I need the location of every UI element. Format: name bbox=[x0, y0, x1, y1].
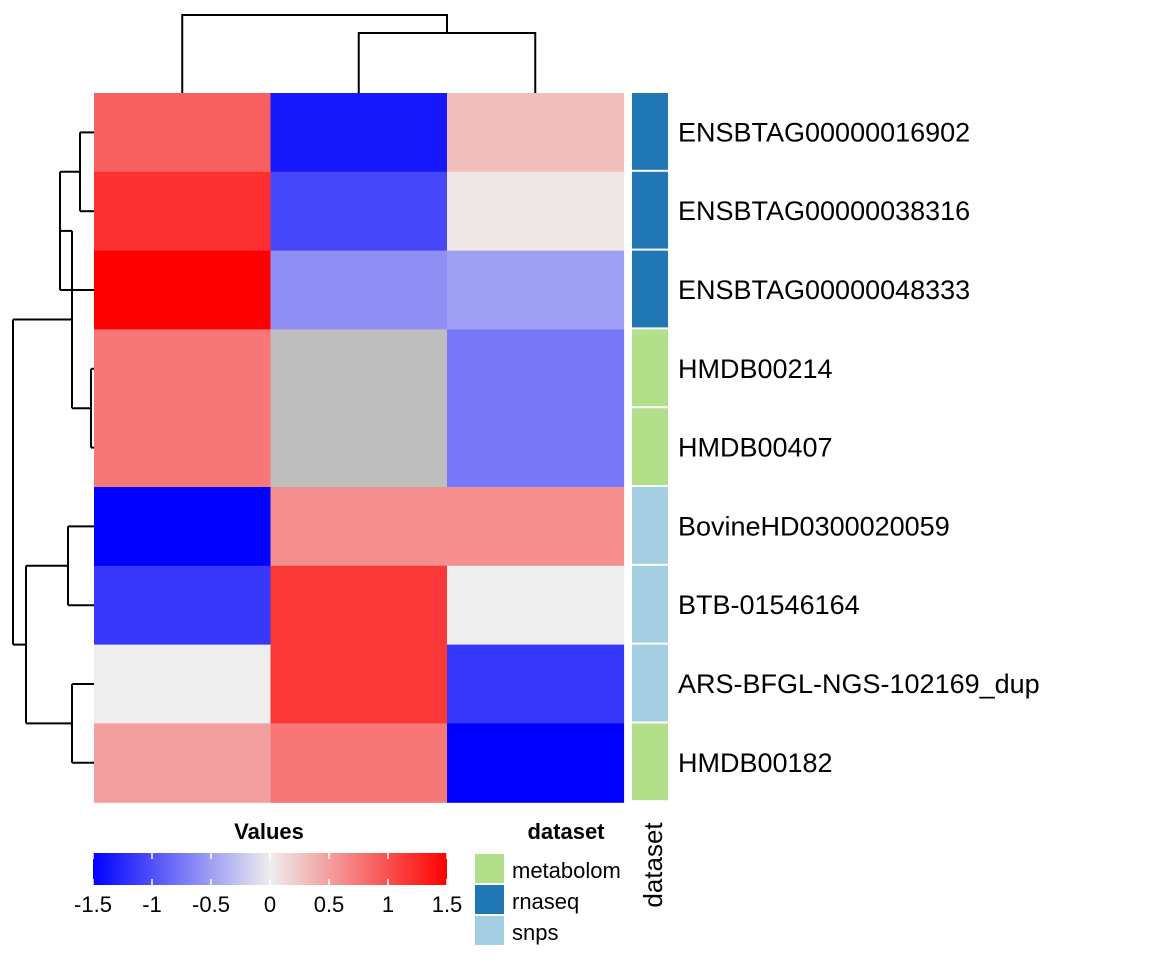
heatmap-cell bbox=[447, 487, 625, 567]
annotation-axis-label: dataset bbox=[638, 822, 668, 908]
row-label: ENSBTAG00000016902 bbox=[678, 117, 970, 147]
heatmap-cell bbox=[94, 93, 272, 173]
annotation-cell bbox=[632, 171, 668, 249]
row-dendrogram bbox=[12, 131, 94, 764]
annotation-cell bbox=[632, 565, 668, 643]
legend-tick-label: 0.5 bbox=[314, 892, 345, 917]
column-dendrogram bbox=[181, 14, 537, 93]
heatmap-cell bbox=[270, 565, 448, 646]
legend-tick-label: 1 bbox=[382, 892, 394, 917]
row-label: HMDB00407 bbox=[678, 433, 833, 463]
heatmap-cell bbox=[270, 487, 448, 567]
heatmap-cell bbox=[447, 329, 625, 409]
heatmap-cell bbox=[447, 644, 625, 724]
heatmap-cell bbox=[447, 408, 625, 488]
row-label: ARS-BFGL-NGS-102169_dup bbox=[678, 669, 1040, 699]
annotation-cell bbox=[632, 644, 668, 722]
dataset-legend-swatch bbox=[475, 916, 504, 945]
annotation-cell bbox=[632, 723, 668, 801]
heatmap-cell bbox=[270, 93, 448, 173]
row-labels: ENSBTAG00000016902 ENSBTAG00000038316 ENSB… bbox=[678, 117, 1040, 777]
dataset-legend-label: snps bbox=[512, 920, 558, 945]
heatmap-cell bbox=[94, 644, 272, 724]
heatmap-cell bbox=[94, 250, 272, 330]
heatmap-cell bbox=[94, 487, 272, 567]
dataset-legend-title: dataset bbox=[527, 819, 605, 844]
dataset-legend: dataset metabolom rnaseq snps bbox=[475, 819, 621, 945]
heatmap-cell bbox=[270, 408, 448, 488]
dendrogram-branch bbox=[357, 32, 537, 93]
heatmap-cell bbox=[447, 250, 625, 330]
heatmap-cell bbox=[447, 565, 625, 646]
heatmap-cell bbox=[270, 644, 448, 724]
row-label: BovineHD0300020059 bbox=[678, 511, 950, 541]
dataset-legend-label: rnaseq bbox=[512, 889, 579, 914]
row-label: ENSBTAG00000048333 bbox=[678, 275, 970, 305]
heatmap-cell bbox=[447, 93, 625, 173]
annotation-cell bbox=[632, 329, 668, 407]
dataset-annotation-bar bbox=[632, 93, 668, 801]
annotation-cell bbox=[632, 487, 668, 564]
annotation-cell bbox=[632, 93, 668, 170]
heatmap-cells bbox=[94, 93, 625, 803]
dataset-legend-swatch bbox=[475, 854, 504, 883]
row-label: BTB-01546164 bbox=[678, 590, 860, 620]
heatmap-cell bbox=[94, 565, 272, 646]
heatmap-cell bbox=[447, 171, 625, 252]
heatmap-cell bbox=[94, 723, 272, 803]
dataset-legend-swatch bbox=[475, 885, 504, 914]
row-label: HMDB00182 bbox=[678, 748, 833, 778]
heatmap-cell bbox=[270, 171, 448, 252]
heatmap-cell bbox=[270, 329, 448, 409]
legend-tick-label: 0 bbox=[264, 892, 276, 917]
dataset-legend-label: metabolom bbox=[512, 858, 621, 883]
values-legend-title: Values bbox=[234, 819, 304, 844]
heatmap-cell bbox=[270, 723, 448, 803]
dendrogram-branch bbox=[181, 14, 448, 93]
legend-tick-label: -1.5 bbox=[74, 892, 112, 917]
legend-tick-label: -1 bbox=[142, 892, 162, 917]
annotation-cell bbox=[632, 408, 668, 485]
heatmap-cell bbox=[270, 250, 448, 330]
row-label: ENSBTAG00000038316 bbox=[678, 196, 970, 226]
heatmap-cell bbox=[447, 723, 625, 803]
annotation-cell bbox=[632, 250, 668, 328]
heatmap-cell bbox=[94, 171, 272, 252]
heatmap-cell bbox=[94, 329, 272, 409]
legend-tick-label: 1.5 bbox=[432, 892, 463, 917]
values-legend: Values -1.5 -1 -0.5 0 0.5 1 1.5 bbox=[74, 819, 462, 917]
row-label: HMDB00214 bbox=[678, 354, 833, 384]
legend-tick-label: -0.5 bbox=[192, 892, 230, 917]
values-legend-ticks: -1.5 -1 -0.5 0 0.5 1 1.5 bbox=[74, 853, 462, 917]
heatmap-cell bbox=[94, 408, 272, 488]
